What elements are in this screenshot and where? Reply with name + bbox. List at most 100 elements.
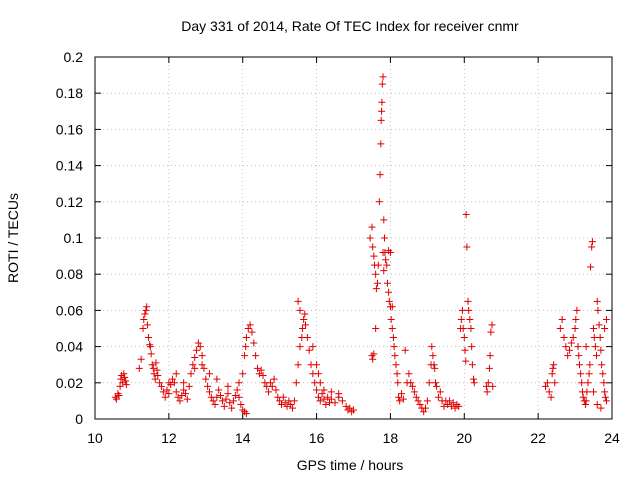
y-tick-label-0: 0	[75, 411, 83, 427]
data-point-257	[485, 364, 493, 372]
data-point-79	[165, 379, 173, 387]
data-point-211	[429, 352, 437, 360]
data-point-205	[420, 408, 428, 416]
data-point-303	[594, 306, 602, 314]
x-tick-label-22: 22	[530, 430, 546, 446]
data-point-20	[145, 334, 153, 342]
data-point-225	[451, 404, 459, 412]
data-point-143	[342, 402, 350, 410]
data-point-30	[154, 372, 162, 380]
data-point-221	[444, 401, 452, 409]
data-point-185	[389, 334, 397, 342]
data-point-31	[156, 379, 164, 387]
data-point-281	[574, 343, 582, 351]
data-point-109	[276, 397, 284, 405]
data-point-82	[191, 364, 199, 372]
data-point-135	[320, 395, 328, 403]
data-point-235	[386, 248, 394, 256]
y-tick-label-0.04: 0.04	[56, 339, 83, 355]
data-point-239	[458, 306, 466, 314]
data-point-67	[222, 395, 230, 403]
data-point-246	[464, 297, 472, 305]
data-point-179	[383, 279, 391, 287]
data-point-0	[111, 393, 119, 401]
data-point-3	[115, 391, 123, 399]
data-point-16	[141, 310, 149, 318]
data-point-60	[209, 397, 217, 405]
data-point-210	[428, 343, 436, 351]
data-point-280	[573, 306, 581, 314]
data-point-284	[577, 370, 585, 378]
data-point-249	[467, 325, 475, 332]
data-point-212	[430, 361, 438, 369]
y-tick-label-0.08: 0.08	[56, 266, 83, 282]
y-tick-label-0.2: 0.2	[64, 49, 84, 65]
data-point-80	[172, 370, 180, 378]
data-point-113	[283, 402, 291, 410]
data-point-314	[590, 388, 598, 396]
data-point-2	[114, 390, 122, 398]
data-point-310	[601, 388, 609, 396]
data-point-14	[139, 325, 147, 332]
data-point-261	[489, 382, 497, 390]
data-point-66	[220, 402, 228, 410]
data-point-313	[582, 343, 590, 351]
data-point-215	[433, 382, 441, 390]
data-point-105	[268, 382, 276, 390]
data-point-35	[163, 386, 171, 394]
data-point-87	[235, 379, 243, 387]
data-point-19	[143, 321, 151, 329]
data-point-106	[270, 375, 278, 383]
data-point-283	[576, 361, 584, 369]
data-point-295	[587, 263, 595, 271]
data-point-85	[213, 375, 221, 383]
data-point-163	[372, 285, 380, 293]
data-point-228	[368, 352, 376, 360]
data-point-297	[588, 238, 596, 246]
data-point-309	[600, 379, 608, 387]
data-point-110	[277, 401, 285, 409]
data-point-90	[242, 343, 250, 351]
data-point-62	[213, 393, 221, 401]
data-point-316	[597, 404, 605, 412]
data-point-55	[200, 364, 208, 372]
data-point-22	[146, 343, 154, 351]
x-tick-label-18: 18	[383, 430, 399, 446]
data-point-291	[583, 388, 591, 396]
data-point-230	[370, 350, 378, 358]
axis-ticks	[94, 56, 613, 420]
data-point-104	[266, 379, 274, 387]
data-point-250	[468, 343, 476, 351]
data-point-44	[180, 386, 188, 394]
data-point-169	[377, 116, 385, 124]
data-point-98	[255, 370, 263, 378]
data-point-181	[385, 297, 393, 305]
data-point-126	[303, 334, 311, 342]
data-point-125	[301, 321, 309, 329]
data-point-315	[593, 401, 601, 409]
data-point-242	[461, 346, 469, 354]
data-point-290	[582, 397, 590, 405]
data-point-232	[379, 248, 387, 256]
data-point-187	[391, 352, 399, 360]
data-point-195	[401, 346, 409, 354]
data-point-136	[322, 401, 330, 409]
data-point-293	[585, 370, 593, 378]
data-point-188	[392, 361, 400, 369]
data-point-231	[372, 325, 380, 332]
data-point-164	[374, 279, 382, 287]
data-point-155	[327, 388, 335, 396]
grid-lines	[95, 57, 612, 419]
data-point-71	[229, 397, 237, 405]
data-point-112	[281, 399, 289, 407]
data-point-133	[316, 397, 324, 405]
data-point-150	[309, 343, 317, 351]
data-point-262	[542, 382, 550, 390]
data-point-294	[586, 361, 594, 369]
data-point-33	[159, 388, 167, 396]
plot-frame	[94, 56, 613, 420]
data-point-183	[387, 315, 395, 323]
x-tick-label-12: 12	[161, 430, 177, 446]
data-point-63	[215, 386, 223, 394]
data-point-301	[592, 352, 600, 360]
